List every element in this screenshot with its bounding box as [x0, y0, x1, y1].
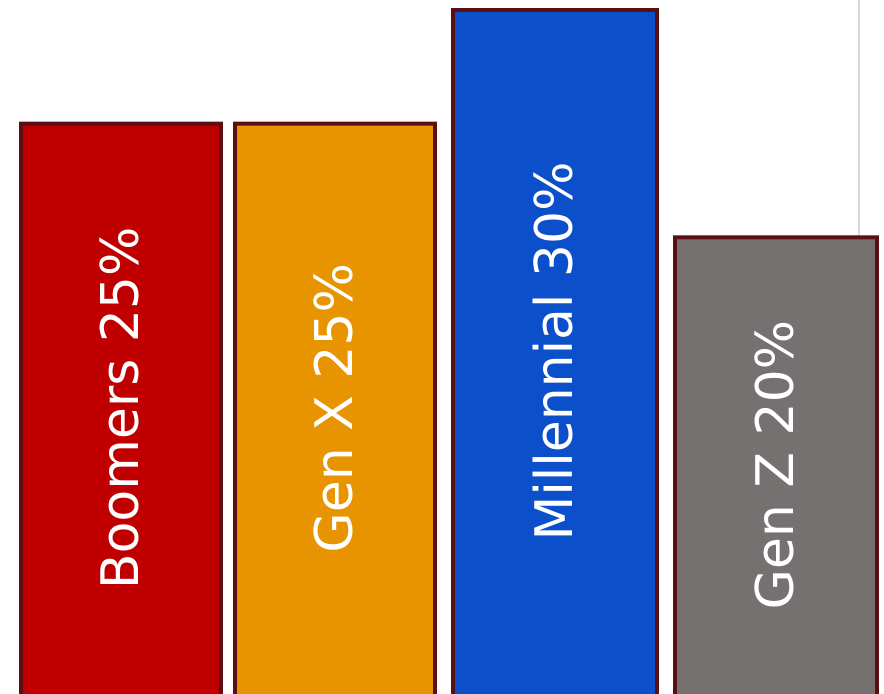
bar-label-gen-z: Gen Z 20%	[746, 320, 806, 610]
bar-boomers	[19, 121, 223, 694]
bar-millennial	[451, 8, 659, 694]
bar-label-millennial: Millennial 30%	[525, 162, 585, 541]
bar-gen-z	[673, 235, 879, 694]
bars-group: Boomers 25% Gen X 25% Millennial 30% Gen Z …	[19, 8, 879, 694]
bar-label-gen-x: Gen X 25%	[305, 263, 365, 553]
bar-label-boomers: Boomers 25%	[91, 227, 151, 590]
bar-gen-x	[233, 121, 437, 694]
